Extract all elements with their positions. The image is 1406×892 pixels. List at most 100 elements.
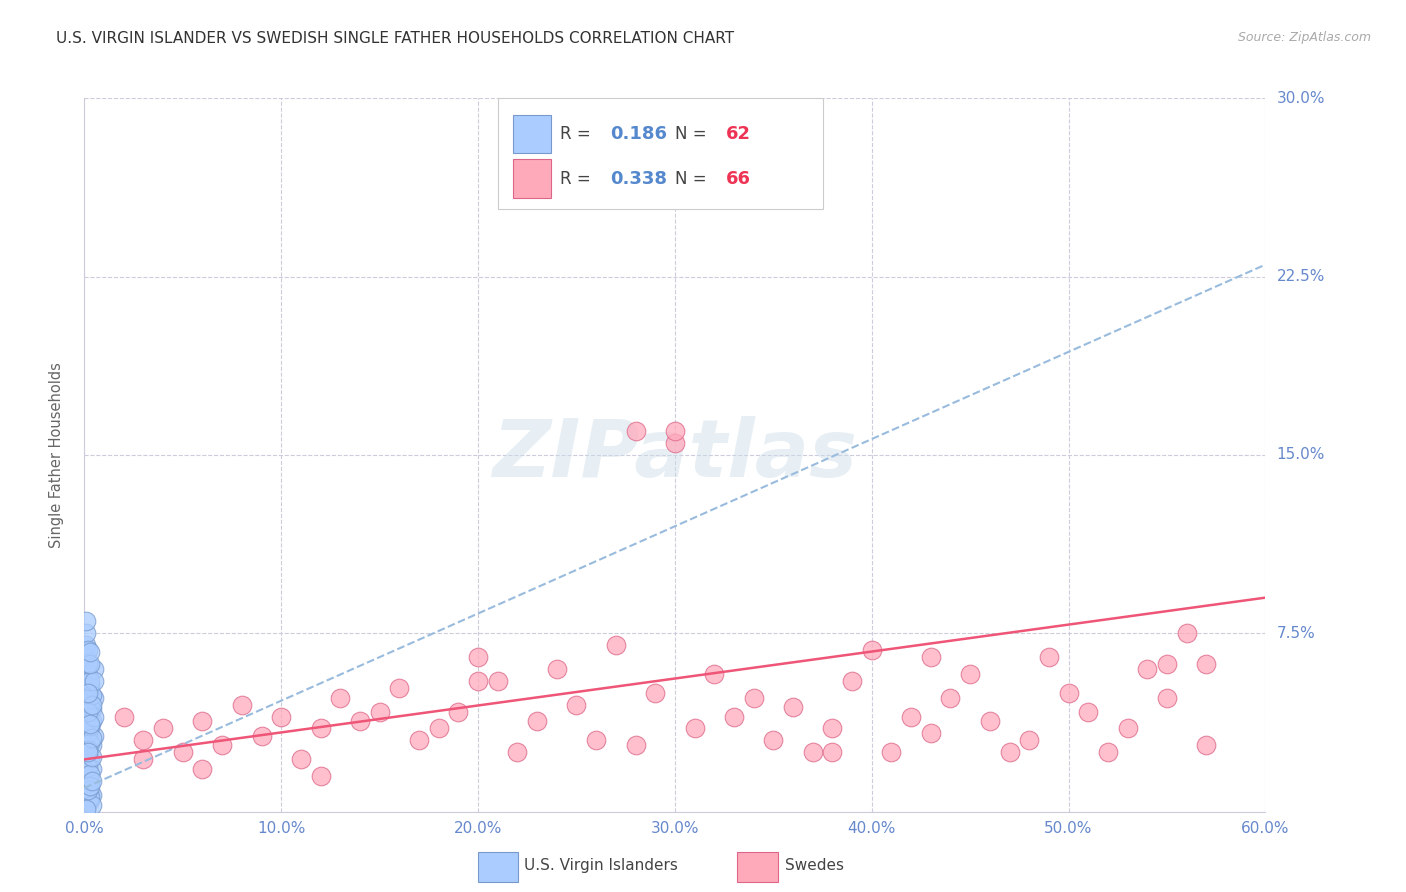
Point (75, 800, 97, 814)
Point (77, 693, 100, 707)
Point (1175, 626, 1198, 640)
Point (1195, 738, 1218, 752)
Text: R =: R = (561, 125, 596, 143)
Point (427, 722, 450, 736)
Point (211, 738, 233, 752)
Point (77, 759, 100, 773)
Point (79, 645, 101, 659)
Point (782, 700, 804, 714)
Point (79, 722, 101, 736)
Point (920, 650, 942, 665)
Point (77, 769, 100, 783)
Point (408, 733, 430, 747)
Point (75, 757, 97, 772)
Point (77, 709, 100, 723)
Point (309, 769, 332, 783)
Text: N =: N = (675, 125, 711, 143)
Point (75, 802, 97, 816)
Point (486, 673, 509, 688)
Point (1057, 686, 1080, 700)
Point (368, 705, 391, 719)
Point (77, 745, 100, 759)
Point (1195, 657, 1218, 672)
Point (77, 643, 100, 657)
Point (762, 733, 785, 747)
Point (250, 729, 273, 743)
Point (77, 743, 100, 757)
Point (77, 686, 100, 700)
Point (231, 698, 253, 712)
Point (349, 714, 371, 729)
Point (82, 698, 104, 712)
Point (821, 722, 844, 736)
Text: 15.0%: 15.0% (1277, 448, 1324, 462)
Point (82, 688, 104, 702)
Text: R =: R = (561, 169, 596, 187)
Point (605, 638, 627, 652)
Text: Swedes: Swedes (785, 858, 844, 872)
Point (79, 700, 101, 714)
Point (77, 795, 100, 809)
Point (82, 731, 104, 745)
Point (82, 702, 104, 716)
Text: U.S. VIRGIN ISLANDER VS SWEDISH SINGLE FATHER HOUSEHOLDS CORRELATION CHART: U.S. VIRGIN ISLANDER VS SWEDISH SINGLE F… (56, 31, 734, 46)
Text: 0.186: 0.186 (610, 125, 666, 143)
Point (83, 690, 105, 705)
Point (467, 673, 489, 688)
Point (79, 657, 101, 672)
FancyBboxPatch shape (498, 98, 823, 209)
Point (624, 424, 647, 438)
Text: Source: ZipAtlas.com: Source: ZipAtlas.com (1237, 31, 1371, 45)
Point (1038, 650, 1060, 665)
Point (1156, 657, 1178, 672)
FancyBboxPatch shape (738, 853, 778, 882)
Text: N =: N = (675, 169, 711, 187)
Point (79, 786, 101, 800)
Point (79, 793, 101, 807)
Point (526, 714, 548, 729)
Point (75, 662, 97, 676)
Point (664, 424, 686, 438)
Point (75, 615, 97, 629)
Point (82, 714, 104, 729)
Point (75, 714, 97, 729)
Point (152, 722, 174, 736)
Text: U.S. Virgin Islanders: U.S. Virgin Islanders (523, 858, 678, 872)
Point (191, 762, 214, 776)
Point (920, 726, 942, 740)
Point (388, 681, 411, 695)
Point (75, 733, 97, 747)
Point (506, 745, 529, 759)
Point (742, 690, 765, 705)
Point (77, 726, 100, 740)
Point (644, 686, 666, 700)
Point (801, 745, 824, 759)
Point (82, 762, 104, 776)
Text: 22.5%: 22.5% (1277, 269, 1324, 284)
Point (77, 666, 100, 681)
Point (79, 776, 101, 790)
Point (270, 709, 292, 723)
Point (447, 705, 470, 719)
Point (880, 745, 903, 759)
Point (309, 722, 332, 736)
Point (79, 752, 101, 766)
Point (79, 779, 101, 793)
Point (83, 673, 105, 688)
Point (83, 709, 105, 723)
Text: 66: 66 (725, 169, 751, 187)
Point (77, 673, 100, 688)
Point (703, 666, 725, 681)
Point (79, 673, 101, 688)
Point (75, 698, 97, 712)
Point (1077, 705, 1099, 719)
Point (1136, 662, 1159, 676)
Point (290, 752, 312, 766)
Point (82, 788, 104, 802)
Point (900, 709, 922, 723)
Text: 62: 62 (725, 125, 751, 143)
Point (82, 797, 104, 812)
Point (77, 745, 100, 759)
Text: ZIPatlas: ZIPatlas (492, 416, 858, 494)
Point (585, 733, 607, 747)
